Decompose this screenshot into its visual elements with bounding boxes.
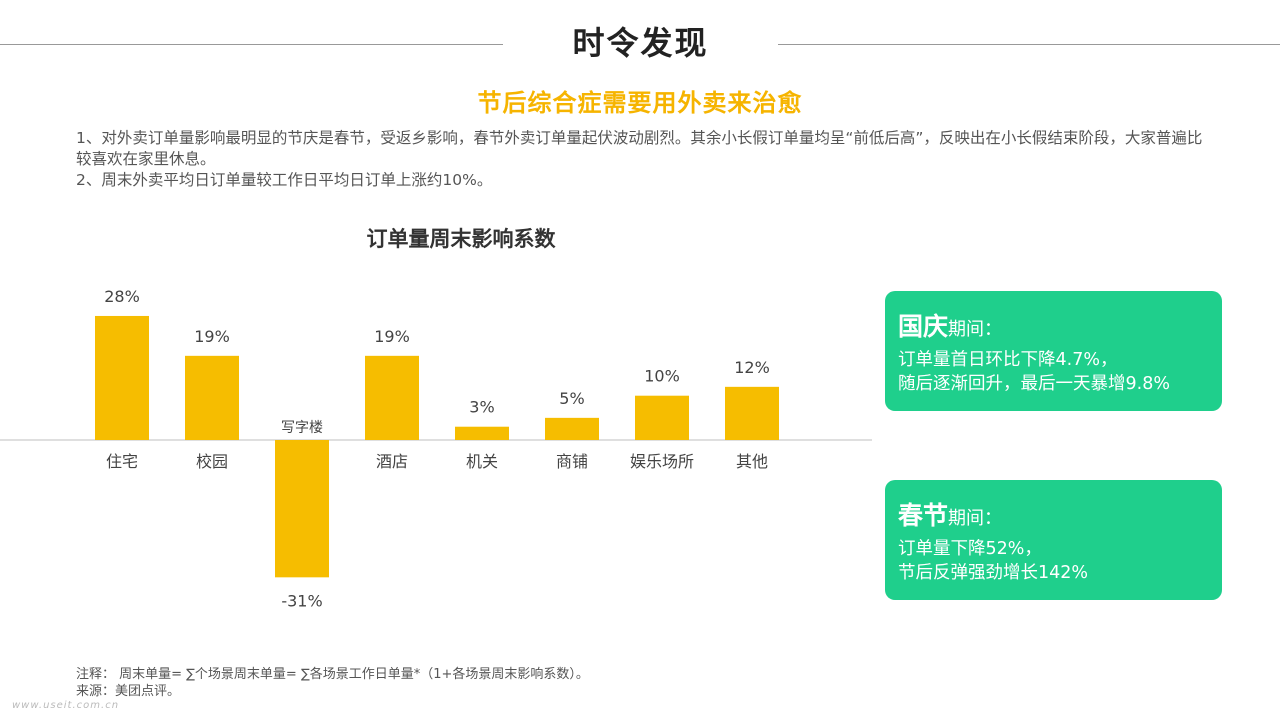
header-line-left bbox=[0, 44, 503, 45]
category-label-6: 娱乐场所 bbox=[630, 452, 694, 471]
category-label-1: 校园 bbox=[196, 452, 228, 471]
bar-chart: 28% 住宅 19% 校园 -31% 写字楼 19% 酒店 3% 机关 5% 商铺 10% 娱乐场所 12%… bbox=[0, 287, 872, 610]
footnote-note: 注释： 周末单量= ∑个场景周末单量= ∑各场景工作日单量*（1+各场景周末影响… bbox=[76, 667, 589, 682]
category-label-4: 机关 bbox=[466, 452, 498, 471]
card-chunjie-suffix: 期间： bbox=[948, 508, 1003, 529]
bar-1 bbox=[185, 355, 239, 440]
card-chunjie-name: 春节 bbox=[898, 501, 949, 530]
category-label-0: 住宅 bbox=[106, 452, 138, 471]
category-label-7: 其他 bbox=[736, 452, 768, 471]
footnote-source: 来源：美团点评。 bbox=[76, 684, 181, 699]
bar-7 bbox=[725, 386, 779, 440]
value-label-3: 19% bbox=[374, 327, 410, 346]
bar-3 bbox=[365, 355, 419, 440]
value-label-4: 3% bbox=[469, 398, 494, 417]
card-guoqing-name: 国庆 bbox=[898, 312, 949, 341]
header-line-right bbox=[778, 44, 1280, 45]
bar-0 bbox=[95, 315, 149, 440]
value-label-0: 28% bbox=[104, 287, 140, 306]
category-label-2: 写字楼 bbox=[281, 420, 323, 436]
chart-title: 订单量周末影响系数 bbox=[366, 227, 556, 251]
bar-4 bbox=[455, 426, 509, 440]
value-label-7: 12% bbox=[734, 358, 770, 377]
value-label-1: 19% bbox=[194, 327, 230, 346]
value-label-2: -31% bbox=[281, 591, 322, 610]
bar-6 bbox=[635, 395, 689, 440]
value-label-6: 10% bbox=[644, 367, 680, 386]
bar-5 bbox=[545, 417, 599, 440]
page-subtitle: 节后综合症需要用外卖来治愈 bbox=[477, 89, 803, 117]
footnote: 注释： 周末单量= ∑个场景周末单量= ∑各场景工作日单量*（1+各场景周末影响… bbox=[76, 666, 589, 700]
card-chunjie: 春节期间： 订单量下降52%， 节后反弹强劲增长142% bbox=[885, 480, 1222, 600]
notes: 1、对外卖订单量影响最明显的节庆是春节，受返乡影响，春节外卖订单量起伏波动剧烈。… bbox=[76, 128, 1216, 191]
page-title: 时令发现 bbox=[572, 24, 709, 62]
card-chunjie-line-2: 节后反弹强劲增长142% bbox=[898, 563, 1089, 583]
card-guoqing: 国庆期间： 订单量首日环比下降4.7%， 随后逐渐回升，最后一天暴增9.8% bbox=[885, 291, 1222, 411]
card-guoqing-line-1: 订单量首日环比下降4.7%， bbox=[898, 350, 1118, 370]
card-chunjie-line-1: 订单量下降52%， bbox=[898, 539, 1042, 559]
card-guoqing-line-2: 随后逐渐回升，最后一天暴增9.8% bbox=[898, 374, 1170, 394]
note-1: 1、对外卖订单量影响最明显的节庆是春节，受返乡影响，春节外卖订单量起伏波动剧烈。… bbox=[76, 129, 1203, 168]
category-label-3: 酒店 bbox=[376, 452, 408, 471]
bar-2 bbox=[275, 440, 329, 578]
watermark: www.useit.com.cn bbox=[12, 700, 120, 711]
value-label-5: 5% bbox=[559, 389, 584, 408]
category-label-5: 商铺 bbox=[556, 452, 588, 471]
card-guoqing-suffix: 期间： bbox=[948, 319, 1003, 340]
note-2: 2、周末外卖平均日订单量较工作日平均日订单上涨约10%。 bbox=[76, 171, 493, 189]
